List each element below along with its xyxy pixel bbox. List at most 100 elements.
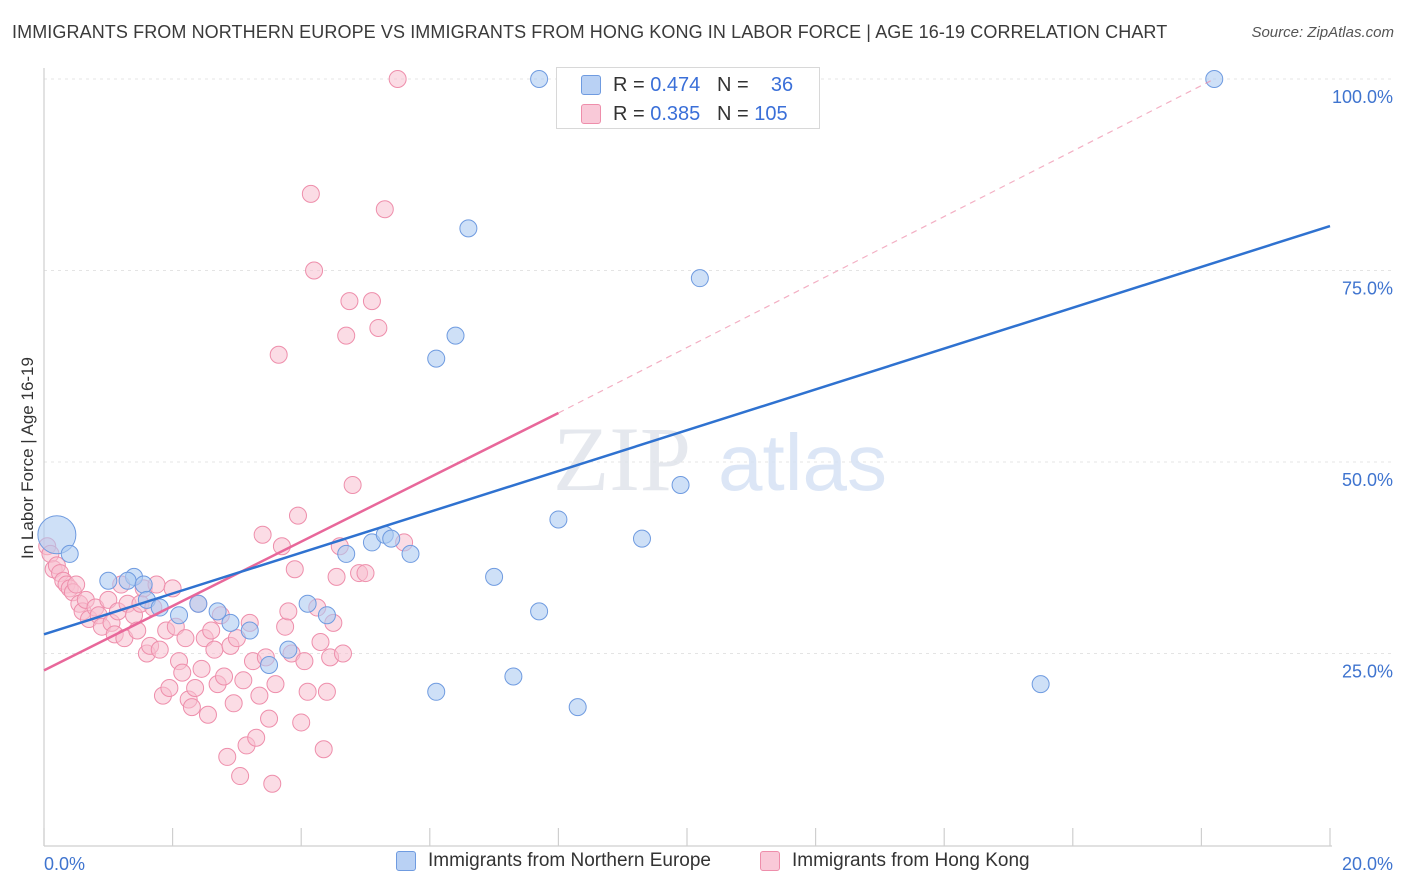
stats-n-label: N = <box>716 73 749 96</box>
data-point-northern-europe <box>37 515 77 555</box>
data-point-hong-kong <box>176 629 195 648</box>
data-point-hong-kong <box>205 640 224 659</box>
data-point-hong-kong <box>327 567 346 586</box>
data-point-hong-kong <box>253 525 272 544</box>
data-point-hong-kong <box>314 740 333 759</box>
trend-line-northern-europe <box>43 224 1331 636</box>
data-point-hong-kong <box>343 475 362 494</box>
stats-n-value-1: 36 <box>770 73 794 96</box>
data-point-hong-kong <box>340 292 359 311</box>
data-point-hong-kong <box>301 184 320 203</box>
data-point-northern-europe <box>208 602 227 621</box>
data-point-northern-europe <box>568 698 587 717</box>
data-point-hong-kong <box>247 728 266 747</box>
data-point-hong-kong <box>99 590 118 609</box>
series-northern-europe-points <box>37 70 1224 717</box>
data-point-northern-europe <box>671 475 690 494</box>
data-point-northern-europe <box>170 606 189 625</box>
legend-item-northern-europe[interactable]: Immigrants from Northern Europe <box>396 850 711 872</box>
data-point-hong-kong <box>186 678 205 697</box>
data-point-northern-europe <box>549 510 568 529</box>
legend-swatch-blue <box>396 851 416 871</box>
legend-item-hong-kong[interactable]: Immigrants from Hong Kong <box>760 850 1030 872</box>
chart-title: IMMIGRANTS FROM NORTHERN EUROPE VS IMMIG… <box>12 22 1168 42</box>
y-tick-label: 75.0% <box>1342 279 1393 299</box>
data-point-northern-europe <box>118 571 137 590</box>
data-point-northern-europe <box>427 682 446 701</box>
stats-r-value-2: 0.385 <box>650 102 701 125</box>
data-point-northern-europe <box>221 613 240 632</box>
data-point-northern-europe <box>240 621 259 640</box>
data-point-hong-kong <box>266 675 285 694</box>
data-point-northern-europe <box>690 269 709 288</box>
data-point-hong-kong <box>150 640 169 659</box>
data-point-northern-europe <box>382 529 401 548</box>
data-point-hong-kong <box>269 345 288 364</box>
data-point-northern-europe <box>134 575 153 594</box>
stats-r-label: R = <box>613 73 645 96</box>
watermark-atlas: atlas <box>718 418 887 507</box>
data-point-hong-kong <box>288 506 307 525</box>
trend-lines <box>43 78 1331 672</box>
x-tick-label: 20.0% <box>1342 854 1393 874</box>
x-tick-label: 0.0% <box>44 854 85 874</box>
data-point-hong-kong <box>317 682 336 701</box>
data-point-hong-kong <box>173 663 192 682</box>
data-point-northern-europe <box>427 349 446 368</box>
data-point-hong-kong <box>182 698 201 717</box>
data-point-northern-europe <box>446 326 465 345</box>
stats-n-value-2: 105 <box>754 102 788 125</box>
data-point-hong-kong <box>375 200 394 219</box>
data-point-hong-kong <box>215 667 234 686</box>
data-point-northern-europe <box>60 544 79 563</box>
data-point-hong-kong <box>292 713 311 732</box>
axes <box>43 68 1332 847</box>
stats-box: R = 0.474 N = 36 R = 0.385 N = 105 <box>556 67 820 129</box>
data-point-hong-kong <box>295 652 314 671</box>
data-point-northern-europe <box>485 567 504 586</box>
legend: Immigrants from Northern Europe Immigran… <box>0 850 1406 880</box>
data-point-hong-kong <box>260 709 279 728</box>
data-point-northern-europe <box>298 594 317 613</box>
data-point-northern-europe <box>189 594 208 613</box>
data-point-hong-kong <box>263 774 282 793</box>
data-point-hong-kong <box>388 70 407 88</box>
stats-r-value-1: 0.474 <box>650 73 701 96</box>
gridlines <box>44 78 1392 654</box>
data-point-hong-kong <box>231 767 250 786</box>
data-point-hong-kong <box>279 602 298 621</box>
data-point-hong-kong <box>362 292 381 311</box>
data-point-hong-kong <box>234 671 253 690</box>
data-point-hong-kong <box>198 705 217 724</box>
legend-label-hong-kong: Immigrants from Hong Kong <box>792 850 1030 871</box>
data-point-hong-kong <box>224 694 243 713</box>
data-point-hong-kong <box>250 686 269 705</box>
data-point-northern-europe <box>337 544 356 563</box>
data-point-hong-kong <box>285 560 304 579</box>
data-point-hong-kong <box>67 575 86 594</box>
y-tick-label: 100.0% <box>1332 87 1393 107</box>
data-point-hong-kong <box>356 564 375 583</box>
legend-label-northern-europe: Immigrants from Northern Europe <box>428 850 711 871</box>
stats-swatch-blue <box>581 75 601 95</box>
data-point-hong-kong <box>298 682 317 701</box>
data-point-northern-europe <box>99 571 118 590</box>
data-point-hong-kong <box>192 659 211 678</box>
stats-r-label: R = <box>613 102 645 125</box>
trend-line-hong-kong <box>43 411 559 672</box>
data-point-hong-kong <box>369 318 388 337</box>
data-point-northern-europe <box>1031 675 1050 694</box>
legend-swatch-pink <box>760 851 780 871</box>
data-point-hong-kong <box>276 617 295 636</box>
trend-line-hong-kong-extension <box>558 78 1215 414</box>
stats-swatch-pink <box>581 104 601 124</box>
data-point-northern-europe <box>504 667 523 686</box>
watermark-zip: ZIP <box>553 408 691 510</box>
data-point-hong-kong <box>202 621 221 640</box>
data-point-hong-kong <box>305 261 324 280</box>
stats-n-label: N = <box>716 102 749 125</box>
data-point-northern-europe <box>1205 70 1224 88</box>
y-tick-label: 25.0% <box>1342 662 1393 682</box>
data-point-northern-europe <box>260 655 279 674</box>
